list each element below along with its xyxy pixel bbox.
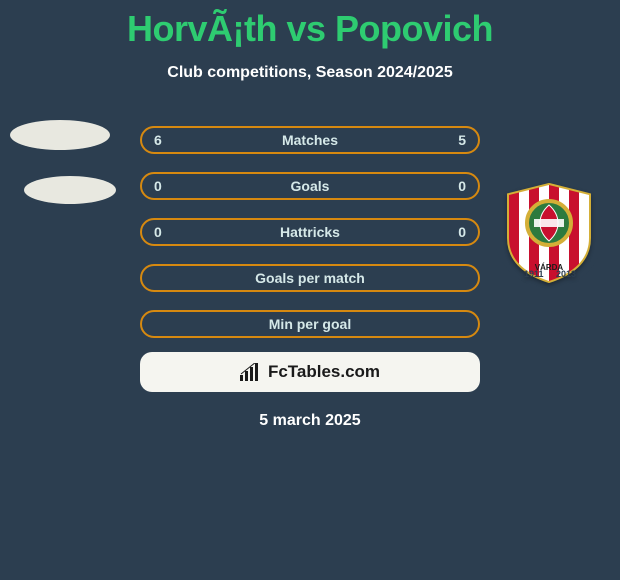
stat-row-matches: 6 Matches 5: [140, 126, 480, 154]
comparison-card: HorvÃ¡th vs Popovich Club competitions, …: [0, 0, 620, 580]
stat-row-hattricks: 0 Hattricks 0: [140, 218, 480, 246]
player-photo-placeholder: [24, 176, 116, 204]
bar-chart-icon: [240, 363, 262, 381]
stat-row-goals-per-match: Goals per match: [140, 264, 480, 292]
club-crest-icon: 1911 2013 VÁRDA: [494, 178, 604, 288]
date-text: 5 march 2025: [0, 412, 620, 430]
source-badge-text: FcTables.com: [268, 362, 380, 382]
stat-label: Goals: [142, 178, 478, 194]
stat-right-value: 0: [458, 178, 466, 194]
stat-right-value: 0: [458, 224, 466, 240]
svg-text:VÁRDA: VÁRDA: [535, 263, 564, 272]
stat-right-value: 5: [458, 132, 466, 148]
player-photo-placeholder: [10, 120, 110, 150]
stat-row-min-per-goal: Min per goal: [140, 310, 480, 338]
stat-label: Goals per match: [142, 270, 478, 286]
stat-label: Hattricks: [142, 224, 478, 240]
subtitle: Club competitions, Season 2024/2025: [0, 64, 620, 82]
source-badge[interactable]: FcTables.com: [140, 352, 480, 392]
stat-row-goals: 0 Goals 0: [140, 172, 480, 200]
stat-label: Min per goal: [142, 316, 478, 332]
stat-left-value: 0: [154, 224, 162, 240]
stat-left-value: 0: [154, 178, 162, 194]
stat-label: Matches: [142, 132, 478, 148]
stat-left-value: 6: [154, 132, 162, 148]
page-title: HorvÃ¡th vs Popovich: [0, 0, 620, 50]
